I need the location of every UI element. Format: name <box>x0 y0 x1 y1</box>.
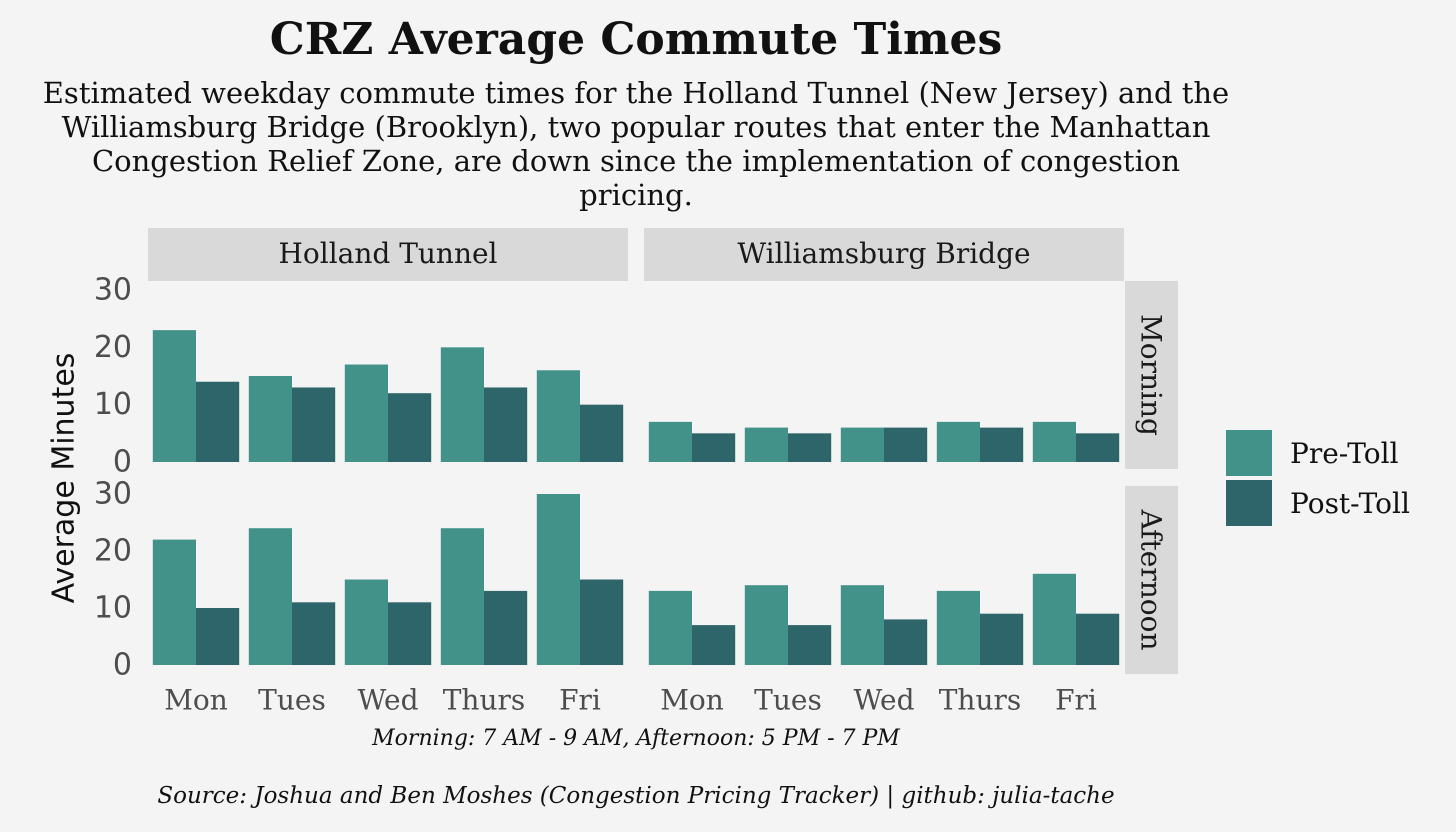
y-tick-label: 20 <box>94 330 132 365</box>
bar-post-toll <box>388 602 432 665</box>
facet-strip-row <box>1125 281 1178 469</box>
bar-pre-toll <box>840 585 884 665</box>
y-axis-title: Average Minutes <box>47 353 82 604</box>
y-tick-label: 30 <box>94 273 132 308</box>
bar-pre-toll <box>648 421 692 462</box>
bar-pre-toll <box>536 494 580 665</box>
bar-post-toll <box>196 381 240 462</box>
bar-pre-toll <box>440 528 484 665</box>
x-tick-label: Tues <box>258 684 326 717</box>
bar-pre-toll <box>536 370 580 462</box>
y-tick-label: 0 <box>113 648 132 683</box>
bar-post-toll <box>388 393 432 462</box>
bar-post-toll <box>580 404 624 462</box>
facet-strip-row <box>1125 486 1178 674</box>
facet-strip-row-label: Afternoon <box>1135 508 1168 650</box>
bar-post-toll <box>196 608 240 665</box>
bar-pre-toll <box>440 347 484 462</box>
chart-subtitle: Estimated weekday commute times for the … <box>42 76 1230 212</box>
bar-pre-toll <box>744 427 788 462</box>
legend-item-pre-toll: Pre-Toll <box>1226 428 1410 478</box>
source-note: Source: Joshua and Ben Moshes (Congestio… <box>157 783 1115 809</box>
x-tick-label: Mon <box>660 684 724 717</box>
bar-post-toll <box>292 602 336 665</box>
bar-post-toll <box>788 433 832 462</box>
facet-strip-column <box>644 228 1124 281</box>
bar-post-toll <box>484 590 528 665</box>
bar-post-toll <box>884 619 928 665</box>
facet-strip-row-label: Morning <box>1135 314 1168 436</box>
legend-swatch-pre-toll <box>1226 430 1272 476</box>
x-tick-label: Fri <box>1055 684 1097 717</box>
bar-post-toll <box>580 579 624 665</box>
x-tick-label: Wed <box>358 684 419 717</box>
bar-pre-toll <box>648 590 692 665</box>
bar-pre-toll <box>152 539 196 665</box>
bar-post-toll <box>692 625 736 665</box>
bar-pre-toll <box>152 330 196 462</box>
bar-pre-toll <box>1032 573 1076 665</box>
legend-item-post-toll: Post-Toll <box>1226 478 1410 528</box>
bar-pre-toll <box>936 590 980 665</box>
x-tick-label: Wed <box>854 684 915 717</box>
bar-pre-toll <box>1032 421 1076 462</box>
bar-post-toll <box>292 387 336 462</box>
x-tick-label: Fri <box>559 684 601 717</box>
facet-strip-column <box>148 228 628 281</box>
time-window-caption: Morning: 7 AM - 9 AM, Afternoon: 5 PM - … <box>372 726 900 751</box>
facet-strip-column-label: Holland Tunnel <box>278 237 497 270</box>
bar-post-toll <box>980 427 1024 462</box>
bar-pre-toll <box>344 364 388 462</box>
facet-strip-column-label: Williamsburg Bridge <box>737 237 1030 270</box>
bar-pre-toll <box>840 427 884 462</box>
legend-label-post-toll: Post-Toll <box>1290 486 1410 520</box>
bar-post-toll <box>692 433 736 462</box>
legend-swatch-post-toll <box>1226 480 1272 526</box>
bar-post-toll <box>1076 613 1120 665</box>
bar-pre-toll <box>744 585 788 665</box>
bar-pre-toll <box>248 528 292 665</box>
bar-pre-toll <box>344 579 388 665</box>
x-tick-label: Mon <box>164 684 228 717</box>
bar-pre-toll <box>936 421 980 462</box>
x-tick-label: Thurs <box>939 684 1022 717</box>
y-tick-label: 10 <box>94 387 132 422</box>
bar-post-toll <box>884 427 928 462</box>
y-tick-label: 20 <box>94 534 132 569</box>
y-tick-label: 30 <box>94 477 132 512</box>
y-tick-label: 10 <box>94 591 132 626</box>
bar-post-toll <box>484 387 528 462</box>
legend-label-pre-toll: Pre-Toll <box>1290 436 1399 470</box>
bar-post-toll <box>788 625 832 665</box>
bar-pre-toll <box>248 376 292 462</box>
legend: Pre-Toll Post-Toll <box>1226 428 1410 528</box>
x-tick-label: Thurs <box>443 684 526 717</box>
bar-post-toll <box>980 613 1024 665</box>
chart-title: CRZ Average Commute Times <box>269 14 1003 65</box>
x-tick-label: Tues <box>754 684 822 717</box>
y-tick-label: 0 <box>113 445 132 480</box>
bar-post-toll <box>1076 433 1120 462</box>
